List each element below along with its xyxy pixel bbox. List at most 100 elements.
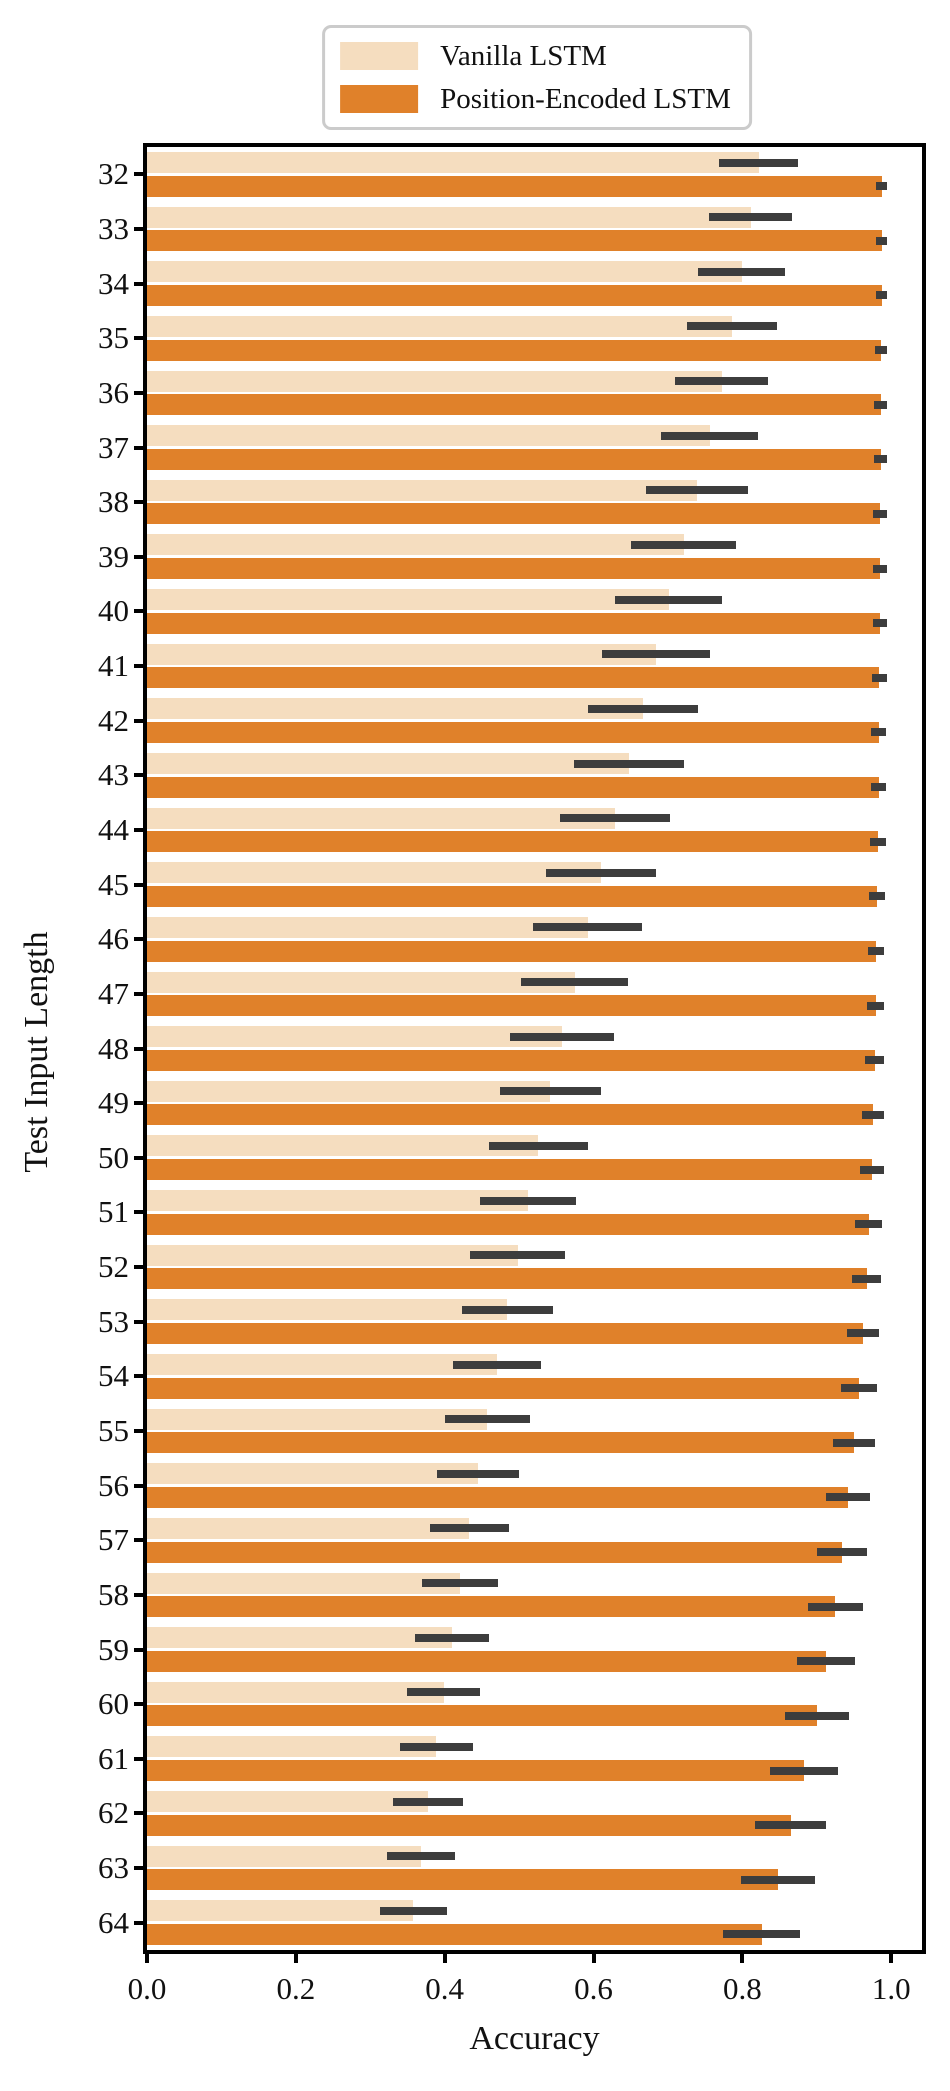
y-tick-36 [134,390,143,395]
errorbar-vanilla-62 [393,1797,464,1806]
errorbar-pe-34 [875,291,888,300]
y-tick-47 [134,991,143,996]
errorbar-vanilla-64 [379,1906,447,1915]
bar-vanilla-62 [147,1791,429,1813]
y-tick-label-62: 62 [98,1795,129,1831]
bar-pe-62 [147,1814,791,1836]
errorbar-vanilla-57 [429,1524,509,1533]
bar-pe-56 [147,1486,849,1508]
y-tick-51 [134,1210,143,1215]
y-tick-63 [134,1866,143,1871]
y-tick-label-34: 34 [98,265,129,301]
bar-pe-36 [147,394,881,416]
y-tick-label-53: 53 [98,1303,129,1339]
errorbar-pe-40 [872,619,888,628]
errorbar-pe-36 [874,400,888,409]
legend-label-vanilla-lstm: Vanilla LSTM [440,40,607,72]
errorbar-vanilla-36 [674,377,769,386]
y-tick-label-33: 33 [98,210,129,246]
errorbar-pe-43 [871,783,886,792]
bar-vanilla-60 [147,1681,444,1703]
errorbar-vanilla-46 [533,923,642,932]
y-tick-57 [134,1538,143,1543]
errorbar-vanilla-54 [452,1360,541,1369]
bar-vanilla-56 [147,1463,479,1485]
y-tick-label-55: 55 [98,1412,129,1448]
y-tick-label-37: 37 [98,429,129,465]
errorbar-pe-59 [797,1657,856,1666]
y-tick-44 [134,827,143,832]
errorbar-pe-61 [769,1766,839,1775]
bar-pe-55 [147,1432,854,1454]
y-tick-label-35: 35 [98,320,129,356]
errorbar-vanilla-51 [479,1196,577,1205]
y-tick-53 [134,1319,143,1324]
y-tick-label-45: 45 [98,866,129,902]
bar-pe-61 [147,1760,805,1782]
bar-pe-45 [147,885,878,907]
x-tick-1.0 [889,1954,894,1963]
y-tick-32 [134,172,143,177]
errorbar-pe-32 [875,182,888,191]
bar-vanilla-36 [147,370,722,392]
bar-vanilla-45 [147,862,601,884]
bar-vanilla-47 [147,971,575,993]
y-tick-45 [134,882,143,887]
bar-pe-41 [147,667,880,689]
bar-pe-46 [147,940,877,962]
x-tick-label-0.0: 0.0 [127,1971,167,2006]
errorbar-vanilla-42 [587,704,698,713]
bar-pe-48 [147,1049,875,1071]
x-tick-label-0.6: 0.6 [574,1971,613,2006]
x-tick-0.4 [442,1954,447,1963]
legend-label-position-encoded-lstm: Position-Encoded LSTM [440,83,731,115]
errorbar-vanilla-34 [698,267,785,276]
bar-vanilla-54 [147,1354,497,1376]
errorbar-vanilla-48 [510,1032,615,1041]
y-tick-label-48: 48 [98,1030,129,1066]
bar-pe-43 [147,776,879,798]
y-tick-label-51: 51 [98,1194,129,1230]
errorbar-pe-55 [833,1438,875,1447]
bar-vanilla-34 [147,261,742,283]
y-tick-56 [134,1483,143,1488]
y-tick-33 [134,226,143,231]
legend: Vanilla LSTM Position-Encoded LSTM [322,25,752,130]
errorbar-vanilla-35 [686,322,778,331]
bar-pe-50 [147,1159,872,1181]
errorbar-pe-46 [868,947,885,956]
bar-vanilla-48 [147,1026,563,1048]
errorbar-pe-63 [740,1875,816,1884]
errorbar-pe-39 [873,564,887,573]
bar-vanilla-44 [147,807,616,829]
bar-vanilla-64 [147,1900,414,1922]
bar-vanilla-35 [147,315,732,337]
y-tick-label-40: 40 [98,593,129,629]
x-axis-title: Accuracy [469,2020,600,2057]
y-tick-label-38: 38 [98,484,129,520]
bar-pe-54 [147,1377,860,1399]
errorbar-pe-53 [846,1329,880,1338]
errorbar-pe-57 [816,1548,868,1557]
errorbar-vanilla-60 [407,1688,481,1697]
errorbar-pe-37 [874,455,888,464]
bar-pe-40 [147,612,881,634]
y-tick-label-44: 44 [98,811,129,847]
bar-pe-33 [147,230,882,252]
y-tick-label-36: 36 [98,374,129,410]
bar-vanilla-40 [147,589,669,611]
bar-vanilla-59 [147,1627,453,1649]
errorbar-vanilla-37 [661,431,758,440]
y-tick-label-59: 59 [98,1631,129,1667]
bar-vanilla-55 [147,1408,488,1430]
errorbar-vanilla-61 [400,1742,473,1751]
vanilla-lstm-swatch [340,42,419,70]
errorbar-pe-62 [755,1821,827,1830]
errorbar-pe-50 [859,1165,884,1174]
errorbar-pe-58 [807,1602,863,1611]
bar-pe-32 [147,175,882,197]
y-tick-41 [134,664,143,669]
bar-pe-60 [147,1705,817,1727]
bar-vanilla-37 [147,425,710,447]
y-tick-54 [134,1374,143,1379]
